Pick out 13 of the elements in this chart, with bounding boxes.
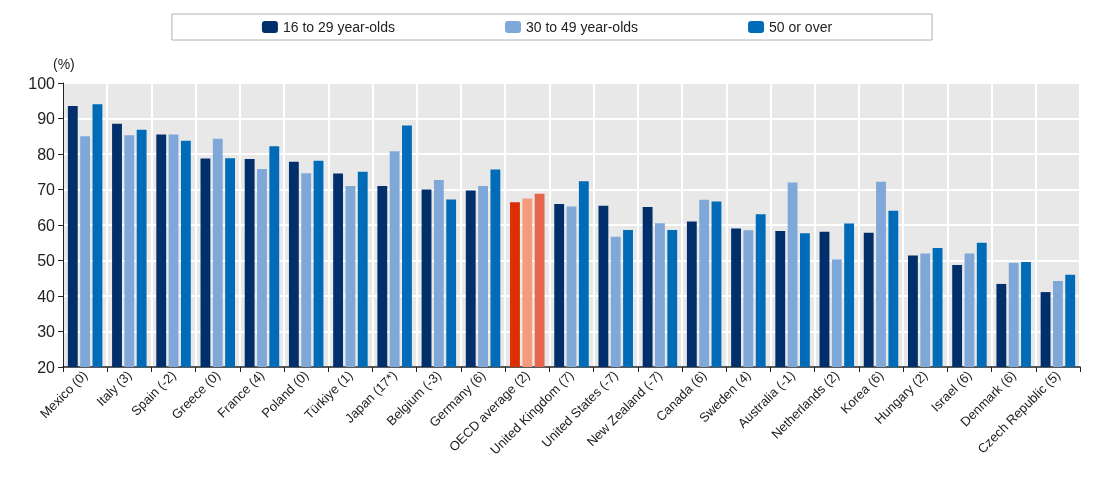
y-tick-label: 70 — [37, 181, 56, 198]
y-tick-label: 50 — [37, 252, 56, 269]
y-tick-label: 100 — [28, 74, 56, 92]
y-tick-label: 60 — [37, 216, 56, 234]
y-tick-label: 90 — [37, 110, 56, 127]
y-tick-label: 80 — [37, 145, 56, 163]
legend-label: 16 to 29 year-olds — [282, 19, 395, 35]
legend-label: 30 to 49 year-olds — [525, 19, 639, 35]
y-tick-label: 30 — [37, 323, 56, 340]
y-tick-label: 20 — [37, 358, 56, 376]
y-tick-label: 40 — [37, 287, 56, 305]
y-axis-title: (%) — [53, 56, 75, 72]
legend-label: 50 or over — [769, 19, 833, 35]
